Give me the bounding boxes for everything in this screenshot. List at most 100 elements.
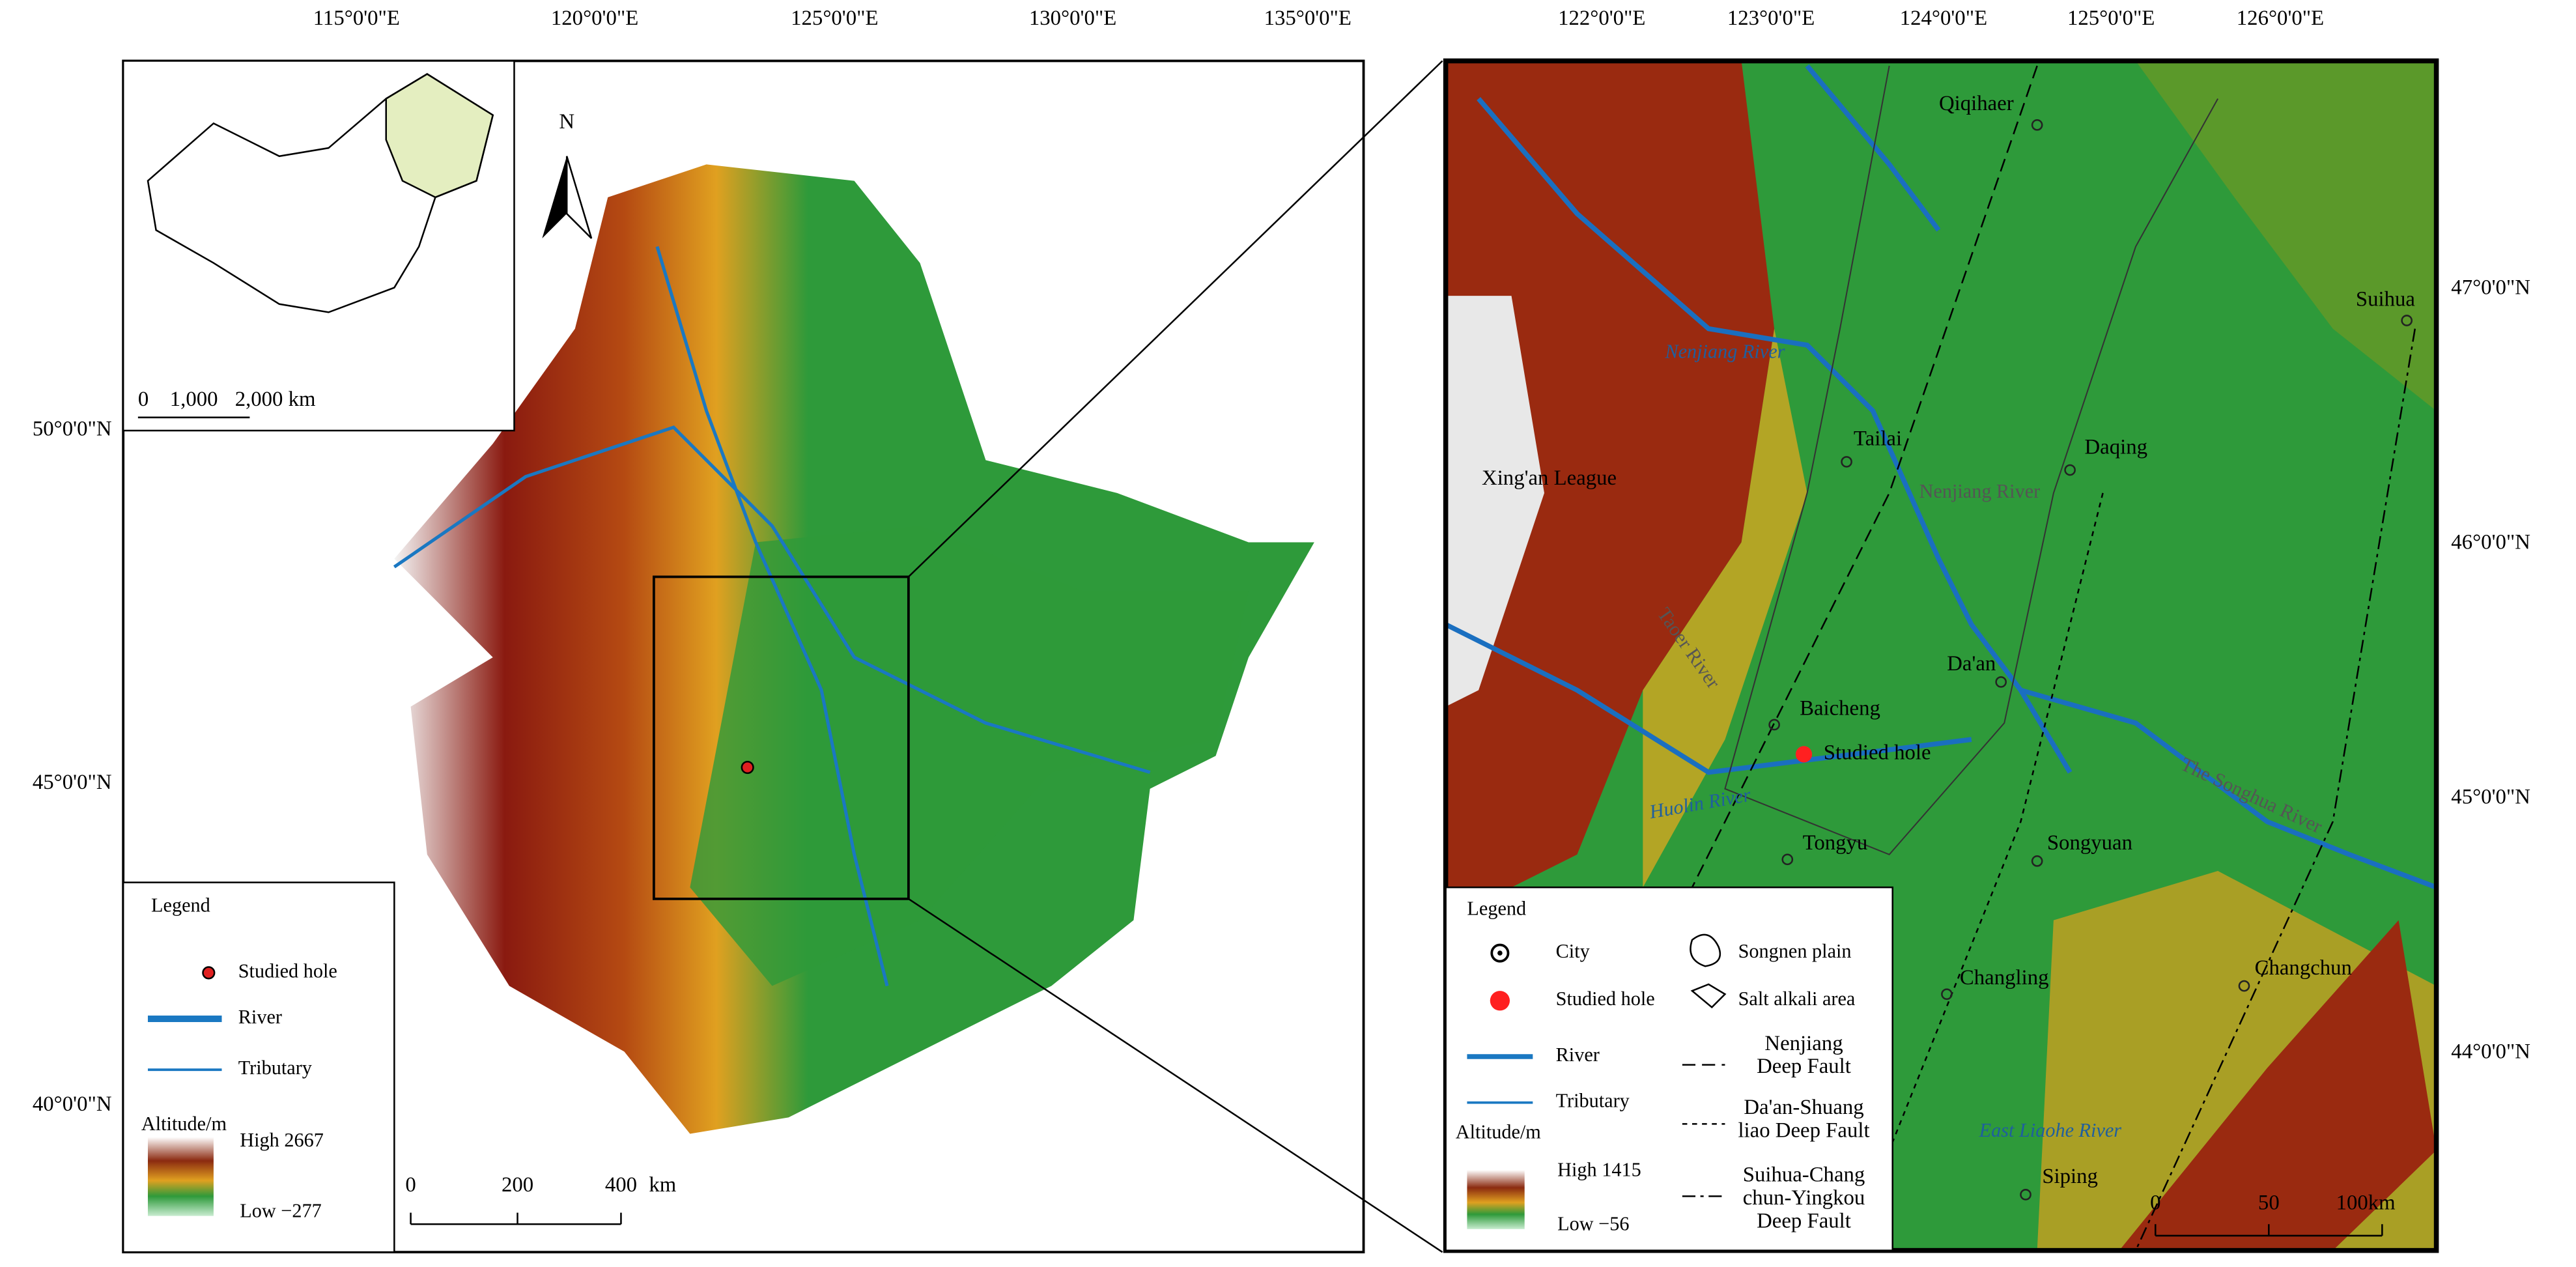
scale-label: 0 xyxy=(405,1173,416,1197)
y-label: 45°0'0"N xyxy=(2451,786,2530,809)
legend-high: High 2667 xyxy=(240,1129,324,1151)
city-marker xyxy=(2020,1189,2031,1201)
y-label: 40°0'0"N xyxy=(33,1092,112,1116)
city-marker xyxy=(1995,676,2007,688)
city-marker xyxy=(2401,315,2413,326)
legend-high: High 1415 xyxy=(1557,1158,1641,1180)
plain xyxy=(690,526,1249,986)
north-label: N xyxy=(559,110,574,134)
legend-title: Legend xyxy=(151,894,210,916)
city-label: Daqing xyxy=(2084,435,2147,459)
scale-label: 0 xyxy=(2150,1191,2160,1215)
legend-item: Tributary xyxy=(238,1057,312,1079)
legend-low: Low −56 xyxy=(1557,1213,1629,1235)
extent-box xyxy=(652,575,910,900)
city-label: Changchun xyxy=(2255,956,2352,980)
studied-hole-label: Studied hole xyxy=(1824,741,1931,764)
x-label: 115°0'0"E xyxy=(313,7,400,30)
legend-item: River xyxy=(238,1006,282,1028)
legend-hole xyxy=(202,966,216,980)
city-label: Suihua xyxy=(2356,287,2416,311)
north-arrow xyxy=(565,156,593,239)
scale-label: 200 xyxy=(502,1173,533,1197)
y-label: 50°0'0"N xyxy=(33,418,112,441)
legend-item: Salt alkali area xyxy=(1738,988,1856,1010)
scale-bar xyxy=(410,1212,622,1225)
city-label: Qiqihaer xyxy=(1939,92,2014,115)
x-label: 126°0'0"E xyxy=(2237,7,2324,30)
x-label: 125°0'0"E xyxy=(791,7,878,30)
river-label: Nenjiang River xyxy=(1664,340,1785,362)
legend-fault-label: Deep Fault xyxy=(1757,1209,1851,1232)
x-label: 123°0'0"E xyxy=(1727,7,1815,30)
legend-ramp xyxy=(1467,1170,1525,1229)
city-label: Tailai xyxy=(1854,427,1902,451)
right-frame xyxy=(1443,58,2439,1253)
legend-ramp xyxy=(148,1137,214,1216)
scale-label: 50 xyxy=(2258,1191,2280,1215)
legend-title: Legend xyxy=(1467,897,1526,919)
scale-label: 400 xyxy=(605,1173,637,1197)
legend-fault-label: Nenjiang xyxy=(1764,1032,1843,1055)
y-label: 47°0'0"N xyxy=(2451,276,2530,300)
studied-hole-marker xyxy=(1795,746,1813,763)
daan-fault xyxy=(1888,492,2104,1151)
songnen-plain xyxy=(1724,65,2219,855)
river-label: Nenjiang River xyxy=(1919,480,2041,502)
zoom-line xyxy=(908,898,1443,1253)
city-label: Songyuan xyxy=(2047,831,2132,855)
x-label: 125°0'0"E xyxy=(2067,7,2155,30)
city-marker xyxy=(1941,988,1953,1000)
legend-hole xyxy=(1490,991,1510,1011)
scale-label: 100km xyxy=(2336,1191,2396,1215)
x-label: 130°0'0"E xyxy=(1029,7,1116,30)
legend-city xyxy=(1497,950,1503,956)
scale-label: km xyxy=(649,1173,676,1197)
legend-altitude: Altitude/m xyxy=(1456,1120,1542,1143)
legend-city xyxy=(1490,943,1510,963)
region-label: Xing'an League xyxy=(1482,466,1617,490)
y-label: 45°0'0"N xyxy=(33,771,112,794)
city-marker xyxy=(2031,119,2043,131)
inset-scale-label: 1,000 xyxy=(170,388,218,411)
legend-item: City xyxy=(1556,940,1590,962)
y-label: 44°0'0"N xyxy=(2451,1040,2530,1063)
legend-item: Studied hole xyxy=(1556,988,1655,1010)
scale-bar xyxy=(2155,1224,2383,1237)
northeast-region xyxy=(385,73,494,199)
city-label: Siping xyxy=(2042,1165,2098,1188)
legend-salt xyxy=(1690,983,1727,1009)
city-label: Tongyu xyxy=(1803,831,1868,855)
city-marker xyxy=(1781,853,1794,866)
legend-plain xyxy=(1690,933,1721,967)
legend-item: Tributary xyxy=(1556,1090,1630,1112)
legend-fault-label: Suihua-Chang xyxy=(1743,1163,1865,1187)
y-label: 46°0'0"N xyxy=(2451,531,2530,554)
city-marker xyxy=(2238,980,2250,992)
nenjiang-fault xyxy=(1675,65,2038,921)
suihua-fault xyxy=(2134,328,2416,1251)
legend-item: Songnen plain xyxy=(1738,940,1852,962)
city-label: Baicheng xyxy=(1800,696,1880,720)
x-label: 122°0'0"E xyxy=(1558,7,1645,30)
zoom-line xyxy=(907,60,1443,578)
city-layer xyxy=(1768,119,2413,1201)
terrain xyxy=(1445,296,1544,707)
city-marker xyxy=(1841,456,1852,468)
city-marker xyxy=(1768,719,1780,731)
city-marker xyxy=(2031,855,2043,867)
north-arrow xyxy=(542,156,567,238)
river-label: East Liaohe River xyxy=(1979,1119,2122,1141)
inset-scale-label: 0 xyxy=(138,388,149,411)
terrain xyxy=(1445,61,1775,920)
legend-item: Studied hole xyxy=(238,960,337,982)
terrain xyxy=(1643,328,1807,888)
legend-item: River xyxy=(1556,1044,1600,1066)
legend-fault-label: Deep Fault xyxy=(1757,1055,1851,1078)
legend-fault-label: liao Deep Fault xyxy=(1738,1119,1869,1143)
studied-hole-marker xyxy=(741,760,754,775)
terrain xyxy=(2119,920,2437,1251)
city-label: Da'an xyxy=(1947,652,1996,676)
